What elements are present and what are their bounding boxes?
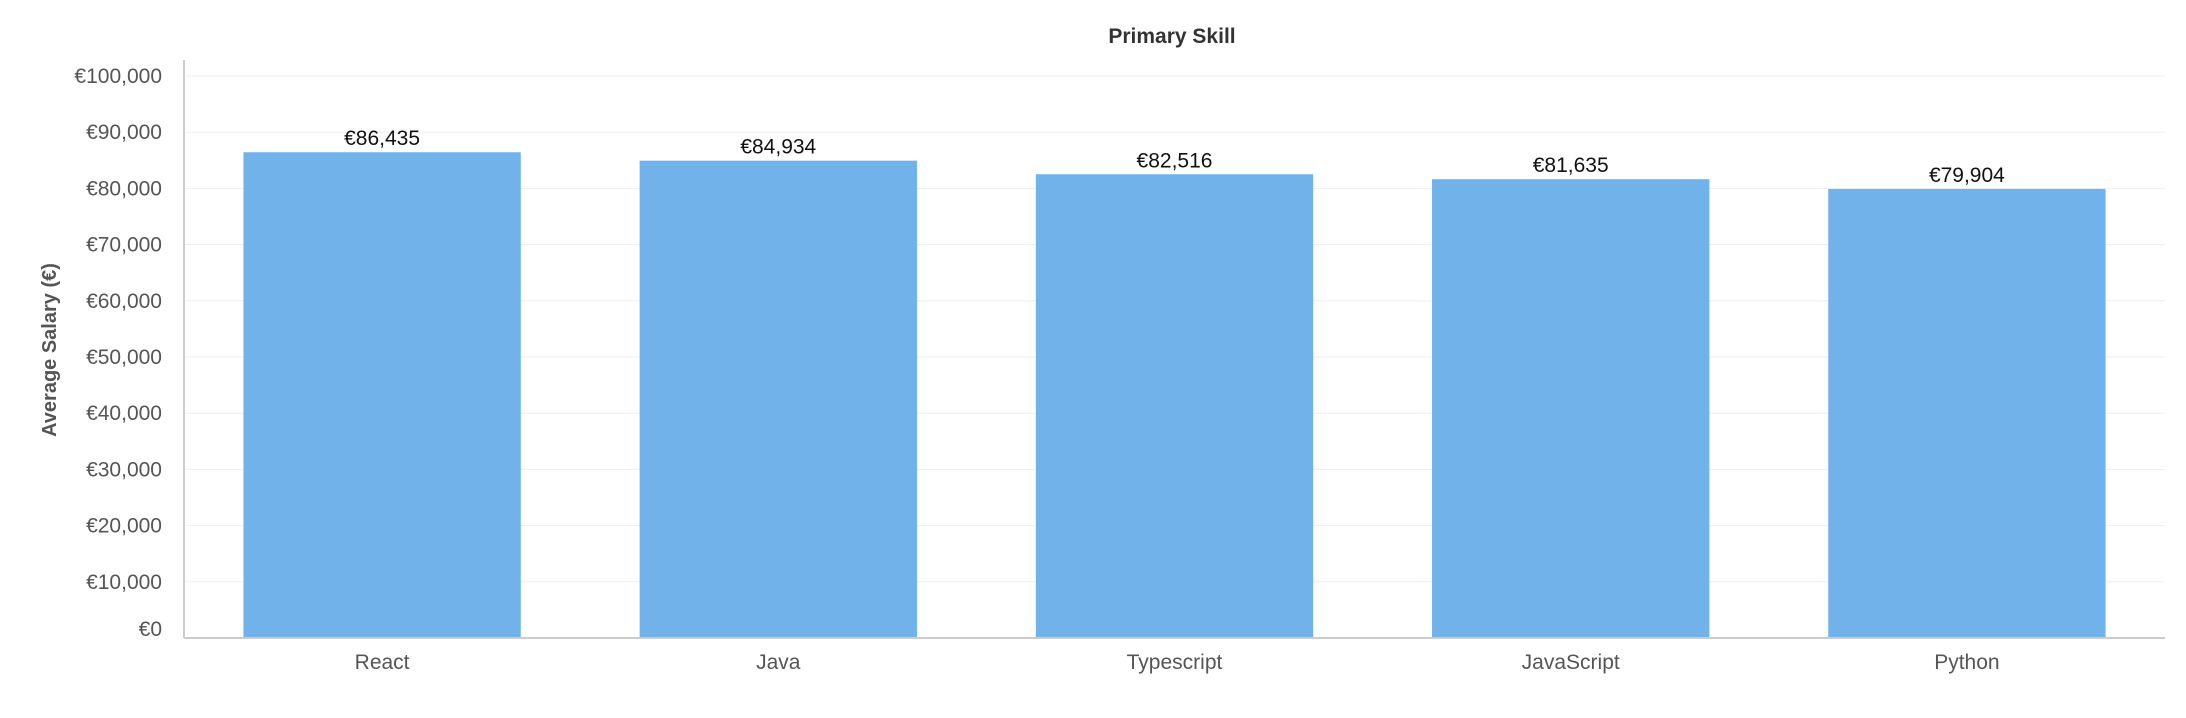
x-tick-label: Typescript [1127,651,1223,674]
data-label: €82,516 [1137,149,1213,172]
y-tick-label: €20,000 [86,515,162,538]
y-tick-label: €50,000 [86,346,162,369]
y-tick-label: €90,000 [86,121,162,144]
data-label: €79,904 [1929,164,2005,187]
data-label: €81,635 [1533,154,1609,177]
y-tick-label: €10,000 [86,571,162,594]
y-tick-label: €30,000 [86,458,162,481]
bar-java[interactable] [639,160,917,639]
y-tick-label: €40,000 [86,402,162,425]
y-tick-label: €80,000 [86,177,162,200]
bar-react[interactable] [243,152,521,639]
y-axis-label: Average Salary (€) [39,263,61,437]
y-tick-label: €100,000 [74,65,162,88]
x-axis-ticks: React Java Typescript JavaScript Python [355,651,2000,674]
y-tick-label: €60,000 [86,290,162,313]
data-labels: €86,435 €84,934 €82,516 €81,635 €79,904 [344,127,2005,187]
x-tick-label: React [355,651,410,674]
bar-javascript[interactable] [1432,179,1710,638]
bars [243,152,2106,639]
bar-typescript[interactable] [1035,174,1314,639]
y-axis-ticks: €0 €10,000 €20,000 €30,000 €40,000 €50,000 €60… [74,65,162,641]
bar-python[interactable] [1828,188,2106,638]
x-tick-label: Java [756,651,801,674]
data-label: €84,934 [740,136,816,159]
y-tick-label: €70,000 [86,234,162,257]
data-label: €86,435 [344,127,420,150]
x-tick-label: Python [1934,651,1999,674]
chart-title: Primary Skill [1108,25,1235,48]
y-tick-label: €0 [139,618,162,641]
x-tick-label: JavaScript [1522,651,1620,674]
